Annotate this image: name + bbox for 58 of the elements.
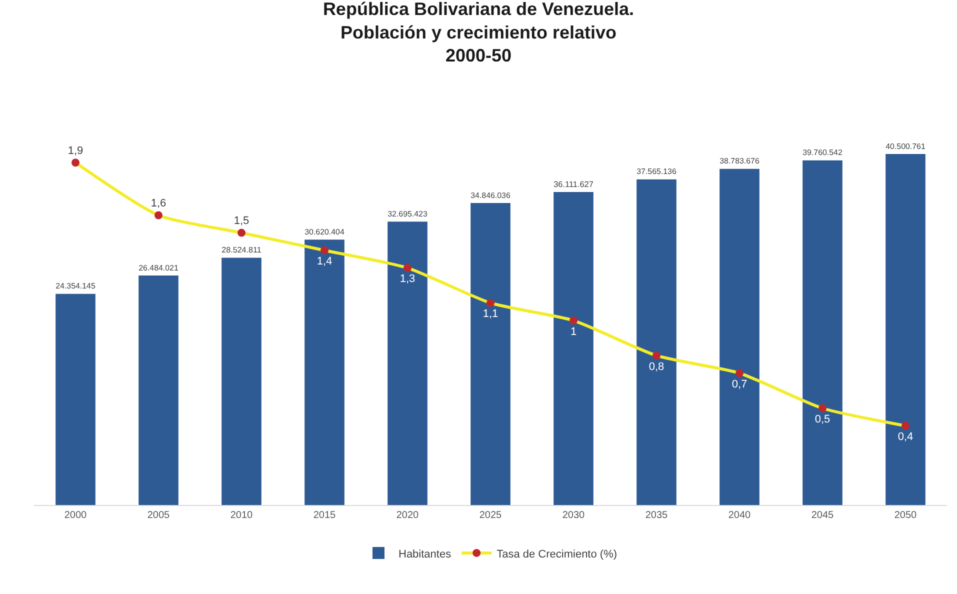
data-label: 1,3	[400, 273, 416, 286]
bar	[720, 168, 760, 505]
point	[652, 352, 660, 360]
bar	[304, 240, 344, 505]
data-label: 40.500.761	[886, 142, 926, 151]
x-tick-label: 2030	[562, 510, 586, 521]
x-tick-label: 2000	[64, 510, 88, 521]
point	[154, 211, 162, 220]
x-tick-label: 2035	[645, 510, 668, 521]
x-tick-label: 2020	[396, 510, 420, 521]
bar	[138, 275, 178, 505]
point	[736, 369, 744, 378]
bar	[886, 154, 926, 505]
legend-label: Tasa de Crecimiento (%)	[496, 548, 618, 560]
data-label: 36.111.627	[554, 180, 594, 189]
data-label: 1,9	[68, 144, 84, 157]
bar	[222, 258, 262, 505]
point	[72, 158, 80, 167]
bar	[470, 202, 510, 505]
data-label: 26.484.021	[138, 263, 179, 272]
data-label: 0,8	[648, 360, 664, 373]
data-label: 0,7	[732, 378, 748, 390]
chart-title: República Bolivariana de Venezuela. Población y crecimiento relativo 2000-50	[322, 0, 634, 66]
data-label: 24.354.145	[56, 282, 96, 291]
data-label: 30.620.404	[304, 227, 345, 236]
x-tick-label: 2040	[728, 510, 752, 521]
x-tick-label: 2045	[811, 510, 834, 521]
data-label: 39.760.542	[802, 148, 843, 158]
point	[404, 264, 412, 272]
point	[238, 228, 246, 237]
point	[486, 298, 494, 307]
x-tick-label: 2015	[313, 510, 336, 521]
point	[818, 404, 826, 412]
bar	[554, 192, 594, 505]
data-label: 1,4	[316, 256, 332, 268]
x-tick-label: 2050	[894, 510, 918, 521]
x-tick-label: 2025	[479, 510, 502, 521]
data-label: 32.695.423	[388, 209, 428, 218]
data-label: 0,5	[814, 414, 830, 426]
data-label: 1,5	[234, 215, 250, 228]
data-label: 0,4	[898, 431, 914, 444]
data-label: 1,6	[150, 198, 166, 210]
legend-label: Habitantes	[398, 548, 452, 560]
x-tick-label: 2005	[147, 510, 170, 521]
bar	[802, 160, 842, 505]
bar	[56, 294, 96, 505]
bar	[636, 179, 676, 505]
point	[320, 246, 328, 254]
point	[902, 422, 910, 430]
data-label: 34.846.036	[470, 190, 511, 200]
data-label: 1,1	[482, 308, 498, 320]
point	[570, 316, 578, 325]
bar	[388, 222, 428, 505]
data-label: 37.565.136	[636, 167, 677, 176]
data-label: 28.524.811	[222, 246, 262, 255]
data-label: 1	[570, 326, 577, 338]
x-tick-label: 2010	[230, 510, 254, 521]
data-label: 38.783.676	[720, 156, 760, 166]
